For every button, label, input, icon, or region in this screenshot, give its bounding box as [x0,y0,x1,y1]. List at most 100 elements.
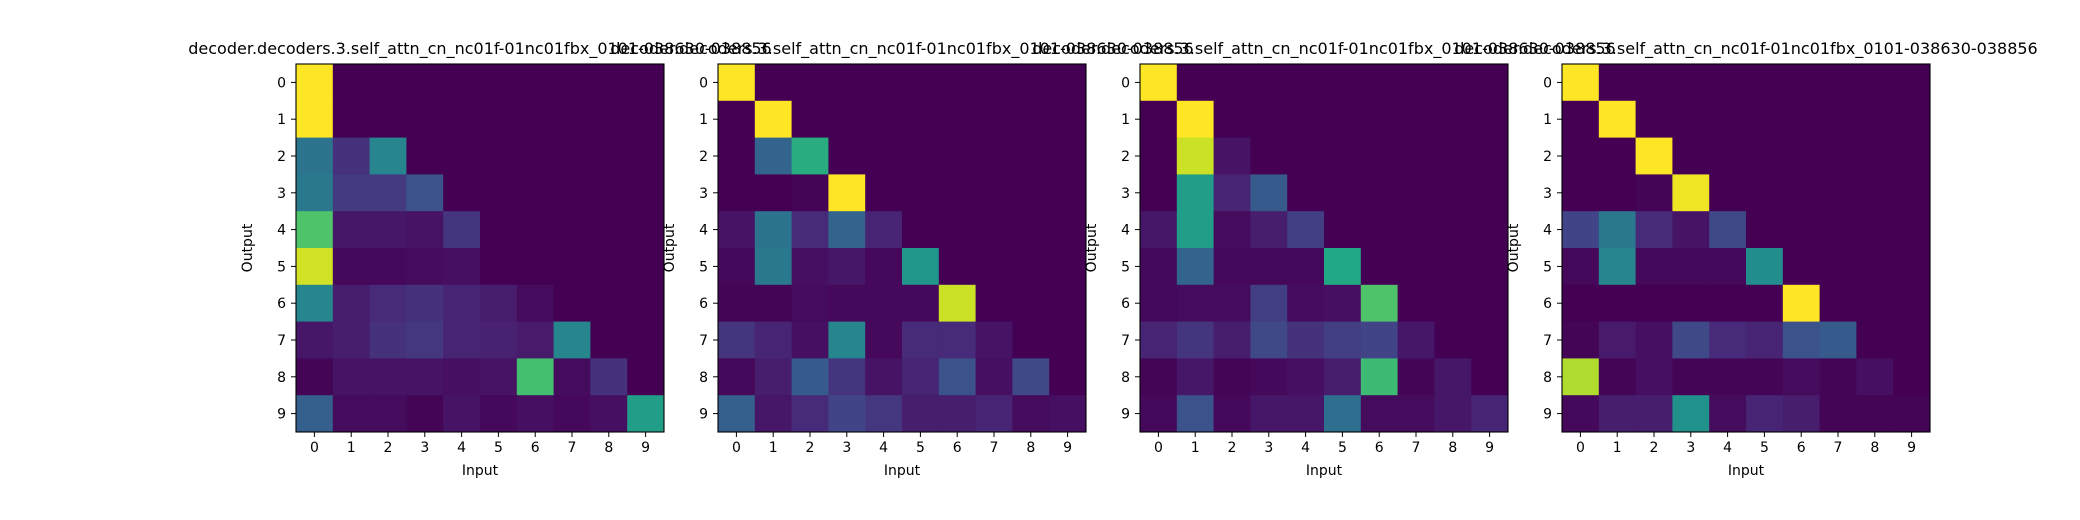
heatmap-cell [1709,174,1747,212]
heatmap-cell [1893,321,1931,359]
y-tick-label: 8 [1121,370,1130,386]
heatmap-cell [1893,211,1931,249]
heatmap-cell [754,211,792,249]
y-tick-label: 3 [1543,186,1552,202]
heatmap-cell [1012,137,1050,175]
heatmap-cell [1324,64,1362,102]
heatmap-cell [902,284,940,322]
x-tick-label: 8 [604,440,613,456]
x-tick-label: 0 [732,440,741,456]
heatmap-cell [332,321,370,359]
y-tick-label: 7 [1121,333,1130,349]
heatmap-cell [516,321,554,359]
heatmap-cell [1635,100,1673,138]
heatmap-cell [406,64,444,102]
heatmap-cell [553,248,591,286]
y-tick-label: 6 [1121,296,1130,312]
heatmap-cell [1213,284,1251,322]
heatmap-cell [902,137,940,175]
heatmap-cell [1709,284,1747,322]
heatmap-cell [296,395,334,433]
heatmap-cell [1709,211,1747,249]
heatmap-cell [1819,321,1857,359]
heatmap-cell [1746,358,1784,396]
heatmap-cell [1746,395,1784,433]
heatmap-cell [1709,358,1747,396]
heatmap-cell [1397,395,1435,433]
heatmap-cell [553,137,591,175]
heatmap-cell [1709,321,1747,359]
heatmap-cell [1324,248,1362,286]
heatmap-cell [1782,64,1820,102]
plot-frame [295,63,665,433]
heatmap-cell [1250,64,1288,102]
heatmap-cell [1635,64,1673,102]
heatmap-cell [1598,174,1636,212]
heatmap-cell [902,211,940,249]
heatmap-cell [1562,358,1600,396]
y-tick-label: 3 [699,186,708,202]
heatmap-cell [1324,100,1362,138]
heatmap-cell [1672,211,1710,249]
heatmap-cell [1287,64,1325,102]
heatmap-cell [1176,321,1214,359]
x-tick-label: 7 [1834,440,1843,456]
heatmap-cell [1360,64,1398,102]
heatmap-cell [1213,64,1251,102]
heatmap-cell [1819,284,1857,322]
heatmap-cell [902,358,940,396]
heatmap-cell [369,358,407,396]
heatmap-cell [1434,248,1472,286]
heatmap-cell [627,358,665,396]
heatmap-cell [938,64,976,102]
heatmap-cell [1819,64,1857,102]
heatmap-cell [1250,174,1288,212]
y-tick-label: 8 [277,370,286,386]
heatmap-cell [516,100,554,138]
heatmap-cell [1324,358,1362,396]
heatmap-cell [627,211,665,249]
x-axis-label: Input [1306,463,1343,479]
heatmap-cell [1434,64,1472,102]
heatmap-cell [332,137,370,175]
heatmap-cell [1635,211,1673,249]
heatmap-cell [1287,100,1325,138]
heatmap-cell [1893,358,1931,396]
heatmap-cell [828,211,866,249]
x-tick-label: 3 [1686,440,1695,456]
heatmap-cell [1360,284,1398,322]
heatmap-cell [1213,321,1251,359]
heatmap-cell [1819,174,1857,212]
heatmap-cell [1140,395,1178,433]
heatmap-cell [1049,137,1087,175]
heatmap-cell [938,321,976,359]
heatmap-cell [718,395,756,433]
x-tick-label: 2 [384,440,393,456]
heatmap-cell [1287,284,1325,322]
heatmap-cell [553,284,591,322]
heatmap-cell [1324,174,1362,212]
y-tick-label: 9 [699,407,708,423]
heatmap-cell [369,395,407,433]
y-axis-label: Output [240,223,256,272]
heatmap-cell [480,358,518,396]
heatmap-cell [1709,137,1747,175]
x-tick-label: 3 [1264,440,1273,456]
x-tick-label: 1 [1191,440,1200,456]
heatmap-cell [590,137,628,175]
heatmap-cell [938,174,976,212]
y-axis-label: Output [1506,223,1522,272]
x-tick-label: 6 [531,440,540,456]
heatmap-cell [1324,137,1362,175]
heatmap-cell [1672,248,1710,286]
y-tick-label: 4 [1121,223,1130,239]
heatmap-cell [590,174,628,212]
heatmap-cell [938,211,976,249]
heatmap-cell [1213,100,1251,138]
heatmap-cell [791,248,829,286]
heatmap-cell [1049,64,1087,102]
heatmap-cell [1598,321,1636,359]
plot-frame [717,63,1087,433]
heatmap-cell [1856,211,1894,249]
heatmap-cell [369,248,407,286]
